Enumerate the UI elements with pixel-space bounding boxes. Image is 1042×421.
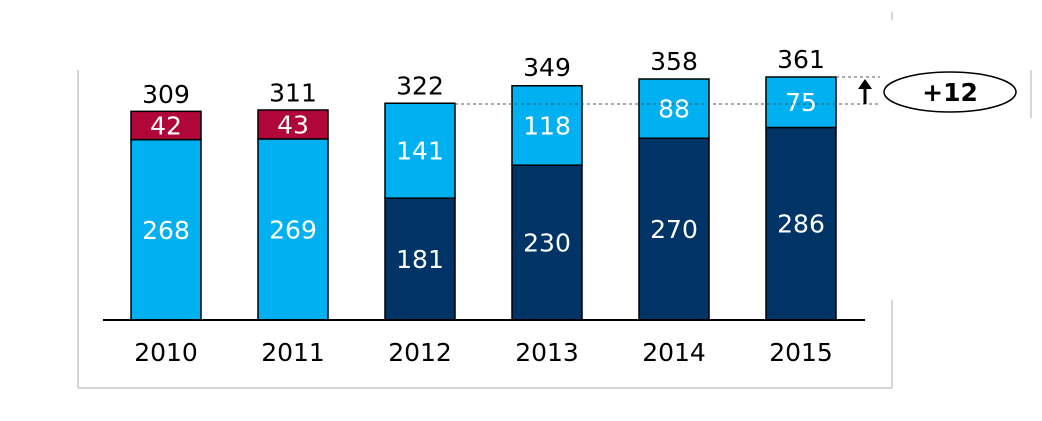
- total-label-2013: 349: [523, 53, 571, 82]
- bar-segment-light-blue-2015: [765, 76, 837, 129]
- bar-segment-red-2010: [130, 110, 202, 141]
- x-tick-label-2015: 2015: [769, 338, 833, 367]
- data-label-dark-blue-2012: 181: [396, 245, 444, 274]
- bar-segment-red-2011: [257, 109, 329, 140]
- total-label-2011: 311: [269, 79, 317, 108]
- delta-annotation: +12: [455, 71, 1017, 113]
- data-label-light-blue-2014: 88: [658, 95, 690, 124]
- delta-arrow-up-icon: [858, 79, 872, 89]
- data-label-light-blue-2011: 269: [269, 215, 317, 244]
- data-label-dark-blue-2014: 270: [650, 215, 698, 244]
- bars-group: [130, 76, 837, 321]
- bar-segment-dark-blue-2014: [638, 137, 710, 321]
- data-label-red-2010: 42: [150, 111, 182, 140]
- bar-segment-light-blue-2014: [638, 78, 710, 140]
- x-tick-label-2010: 2010: [134, 338, 198, 367]
- total-label-2014: 358: [650, 47, 698, 76]
- bar-segment-light-blue-2010: [130, 138, 202, 321]
- data-label-dark-blue-2013: 230: [523, 229, 571, 258]
- data-label-light-blue-2013: 118: [523, 111, 571, 140]
- bar-segment-dark-blue-2015: [765, 126, 837, 321]
- x-tick-label-2014: 2014: [642, 338, 706, 367]
- data-label-dark-blue-2015: 286: [777, 210, 825, 239]
- bar-segment-light-blue-2012: [384, 102, 456, 199]
- delta-label: +12: [922, 78, 978, 107]
- bar-segment-dark-blue-2013: [511, 164, 583, 321]
- data-label-red-2011: 43: [277, 110, 309, 139]
- data-label-light-blue-2010: 268: [142, 216, 190, 245]
- total-label-2015: 361: [777, 45, 825, 74]
- delta-ellipse: [883, 71, 1017, 113]
- data-label-light-blue-2015: 75: [785, 88, 817, 117]
- x-tick-label-2011: 2011: [261, 338, 325, 367]
- bar-segment-light-blue-2013: [511, 85, 583, 166]
- total-label-2012: 322: [396, 71, 444, 100]
- x-tick-label-2013: 2013: [515, 338, 579, 367]
- x-tick-label-2012: 2012: [388, 338, 452, 367]
- total-label-2010: 309: [142, 80, 190, 109]
- data-label-light-blue-2012: 141: [396, 137, 444, 166]
